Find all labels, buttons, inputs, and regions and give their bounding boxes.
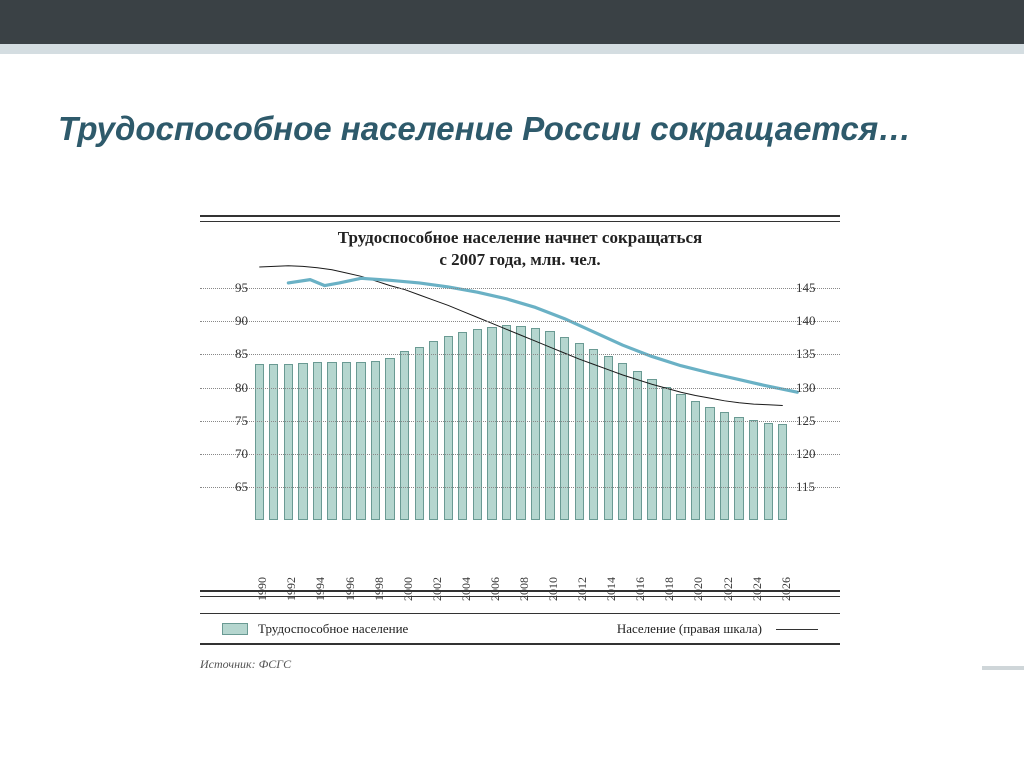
legend-bar-swatch <box>222 623 248 635</box>
x-tick: 2008 <box>517 577 525 601</box>
chart-title-line1: Трудоспособное население начнет сокращат… <box>338 228 702 247</box>
source-text: Источник: ФСГС <box>200 657 291 672</box>
y-right-tick: 135 <box>796 346 834 362</box>
x-tick: 2018 <box>662 577 670 601</box>
x-tick: 2012 <box>575 577 583 601</box>
gridline <box>200 321 840 322</box>
y-right-tick: 115 <box>796 479 834 495</box>
y-left-tick: 75 <box>204 413 248 429</box>
gridline <box>200 421 840 422</box>
plot-area <box>252 275 790 520</box>
y-left-tick: 80 <box>204 380 248 396</box>
rule <box>200 596 840 597</box>
rule <box>200 221 840 222</box>
x-tick: 2016 <box>633 577 641 601</box>
y-left-tick: 85 <box>204 346 248 362</box>
y-left-tick: 90 <box>204 313 248 329</box>
x-tick: 1990 <box>255 577 263 601</box>
slide-top-bar-light <box>0 44 1024 54</box>
y-right-tick: 145 <box>796 280 834 296</box>
y-right-tick: 120 <box>796 446 834 462</box>
rule <box>200 613 840 614</box>
y-right-tick: 125 <box>796 413 834 429</box>
y-right-tick: 130 <box>796 380 834 396</box>
rule <box>200 590 840 592</box>
x-tick: 2014 <box>604 577 612 601</box>
decoration-stub <box>982 666 1024 670</box>
blue-trend-line <box>288 278 797 392</box>
legend-line-mark <box>776 629 818 630</box>
gridline <box>200 487 840 488</box>
x-tick: 2010 <box>546 577 554 601</box>
chart-title: Трудоспособное население начнет сокращат… <box>200 227 840 271</box>
x-tick: 2000 <box>401 577 409 601</box>
source-label: Источник: ФСГС <box>200 657 291 671</box>
lines-layer <box>252 275 790 520</box>
x-tick: 1992 <box>284 577 292 601</box>
chart: Трудоспособное население начнет сокращат… <box>200 215 840 685</box>
x-tick: 2022 <box>721 577 729 601</box>
legend: Трудоспособное население Население (прав… <box>200 617 840 641</box>
y-left-tick: 65 <box>204 479 248 495</box>
x-tick: 2024 <box>750 577 758 601</box>
legend-line-label: Население (правая шкала) <box>617 621 762 637</box>
rule <box>200 215 840 217</box>
gridline <box>200 388 840 389</box>
legend-bar-label: Трудоспособное население <box>258 621 408 637</box>
x-tick: 1994 <box>313 577 321 601</box>
slide-title-text: Трудоспособное население России сокращае… <box>58 110 911 147</box>
x-tick: 2002 <box>430 577 438 601</box>
x-tick: 1996 <box>343 577 351 601</box>
y-right-tick: 140 <box>796 313 834 329</box>
x-axis-labels: 1990199219941996199820002002200420062008… <box>252 525 790 585</box>
chart-title-line2: с 2007 года, млн. чел. <box>439 250 600 269</box>
y-left-tick: 95 <box>204 280 248 296</box>
population-line <box>259 266 782 406</box>
slide-title: Трудоспособное население России сокращае… <box>58 110 911 149</box>
y-left-tick: 70 <box>204 446 248 462</box>
x-tick: 2026 <box>779 577 787 601</box>
x-tick: 1998 <box>372 577 380 601</box>
rule <box>200 643 840 645</box>
gridline <box>200 354 840 355</box>
x-tick: 2004 <box>459 577 467 601</box>
slide-top-bar <box>0 0 1024 46</box>
x-tick: 2020 <box>691 577 699 601</box>
gridline <box>200 454 840 455</box>
gridline <box>200 288 840 289</box>
x-tick: 2006 <box>488 577 496 601</box>
